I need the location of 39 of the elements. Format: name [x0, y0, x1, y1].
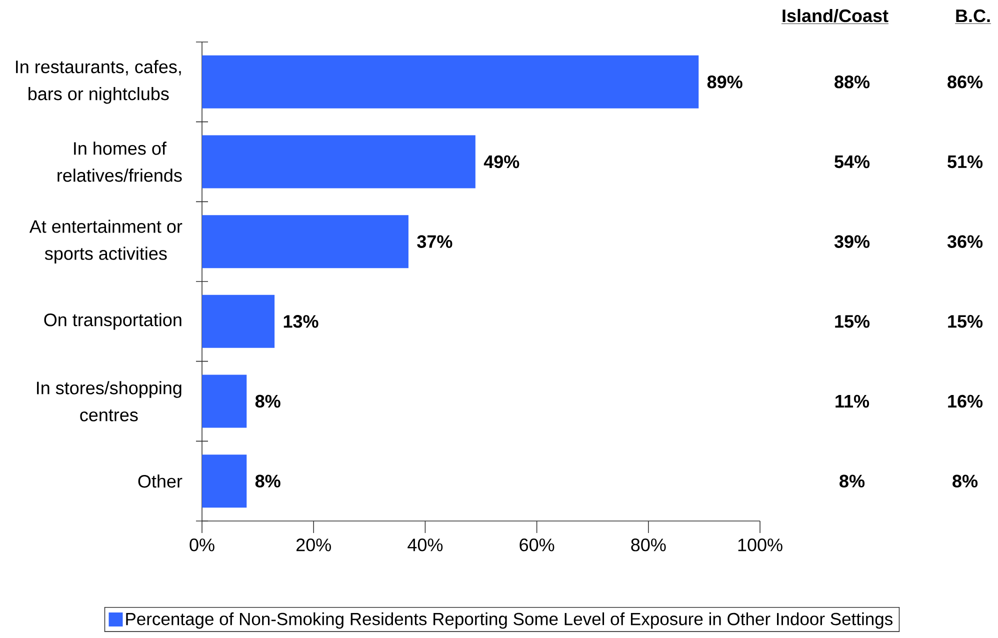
text: B.C.	[956, 9, 990, 22]
text: 88%	[834, 76, 870, 88]
x-tick-label: 40%	[408, 538, 443, 552]
bar	[202, 215, 408, 268]
bar	[202, 374, 247, 428]
text: 8%	[840, 474, 865, 488]
y-tick-label: In stores/shopping centres	[37, 381, 182, 422]
text: 11%	[836, 394, 870, 408]
text: 8%	[952, 474, 978, 488]
data-label: 37%	[417, 235, 452, 248]
text: 36%	[947, 235, 983, 248]
x-tick-label: 100%	[738, 538, 782, 552]
text: Island/Coast	[782, 8, 888, 22]
text: 16%	[948, 394, 983, 408]
text: 54%	[834, 155, 870, 168]
text: 51%	[948, 155, 983, 168]
data-label: 13%	[284, 315, 318, 328]
y-tick-label: Other	[138, 474, 182, 488]
bar	[202, 294, 275, 348]
text: 86%	[948, 76, 983, 88]
data-label: 89%	[707, 76, 742, 88]
y-tick-label: In homes of relatives/friends	[58, 142, 182, 182]
x-tick-label: 80%	[631, 538, 666, 552]
text: 39%	[834, 235, 870, 248]
data-label: 8%	[255, 394, 280, 408]
bar	[202, 55, 699, 108]
y-tick-label: In restaurants, cafes, bars or nightclubs	[16, 60, 181, 104]
y-tick-label: At entertainment or sports activities	[29, 220, 182, 264]
bar	[202, 135, 476, 188]
text: 15%	[835, 315, 870, 328]
x-tick-label: 60%	[520, 538, 554, 552]
data-label: 8%	[255, 474, 280, 488]
y-tick-label: On transportation	[44, 313, 182, 330]
x-tick-label: 0%	[190, 538, 214, 552]
text: 15%	[948, 315, 983, 328]
bar	[202, 454, 247, 508]
x-tick-label: 20%	[296, 538, 331, 552]
data-label: 49%	[484, 155, 520, 168]
legend-label: Percentage of Non-Smoking Residents Reporting Some Level of Exposure in Other Indoor Settings	[126, 612, 892, 629]
